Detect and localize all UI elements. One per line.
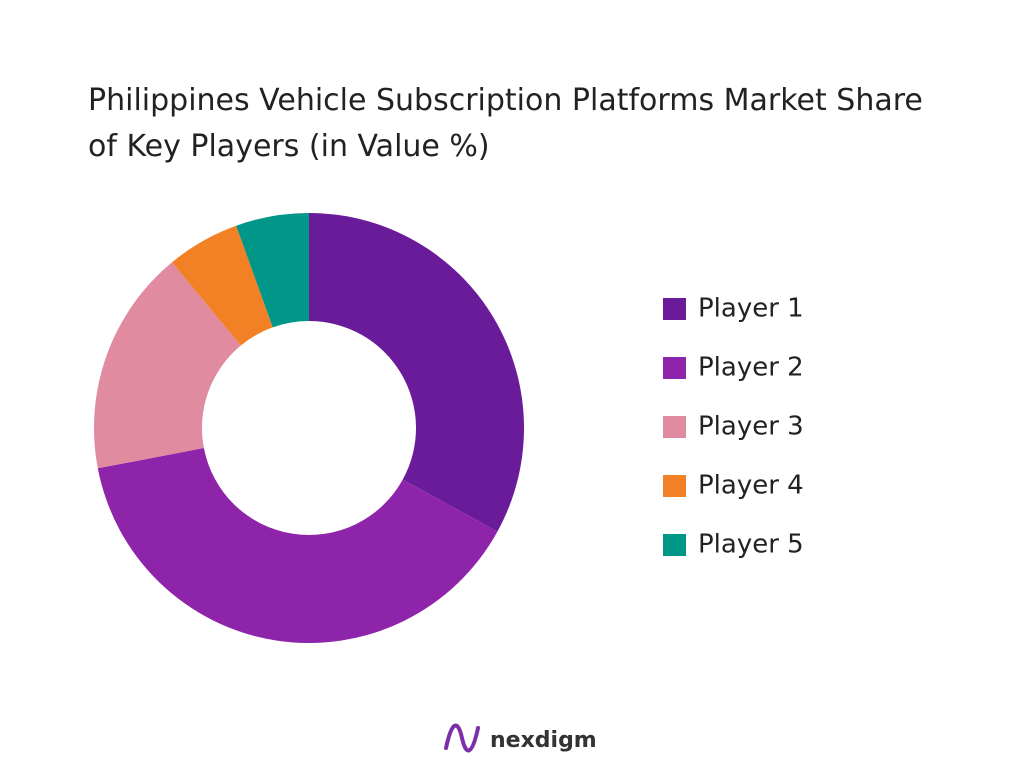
donut-slice	[97, 448, 498, 643]
brand-logo: nexdigm	[444, 723, 597, 753]
legend-swatch	[663, 534, 686, 556]
logo-icon	[444, 723, 480, 753]
chart-title: Philippines Vehicle Subscription Platfor…	[88, 83, 923, 164]
donut-slice	[309, 213, 524, 532]
donut-slice	[94, 262, 241, 469]
legend-label: Player 5	[698, 530, 804, 560]
donut-slice	[236, 213, 309, 328]
legend-label: Player 3	[698, 412, 804, 442]
brand-name: nexdigm	[490, 728, 597, 753]
legend-swatch	[663, 357, 686, 379]
legend-swatch	[663, 416, 686, 438]
legend-label: Player 4	[698, 471, 804, 501]
legend-label: Player 2	[698, 353, 804, 383]
legend-label: Player 1	[698, 294, 804, 324]
legend-swatch	[663, 475, 686, 497]
donut-slice	[171, 225, 273, 346]
legend-swatch	[663, 298, 686, 320]
